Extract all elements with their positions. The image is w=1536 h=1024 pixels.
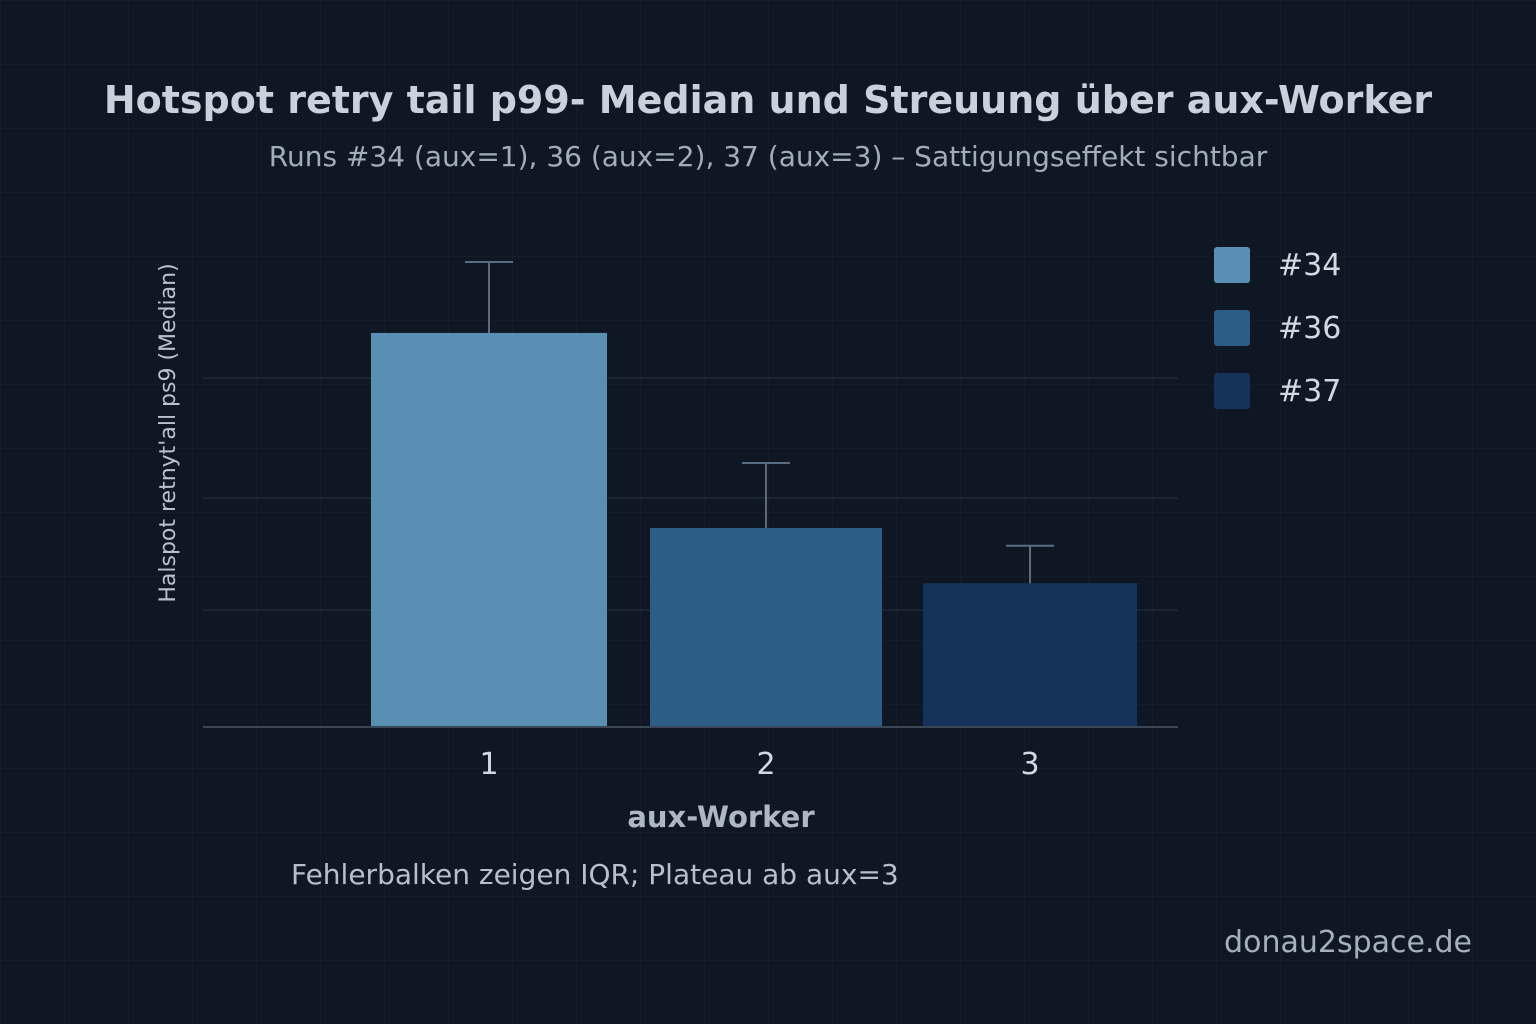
legend-item: #34 [1214,246,1341,284]
bar-aux-2 [650,527,882,727]
legend-swatch [1214,310,1250,346]
chart-footnote: Fehlerbalken zeigen IQR; Plateau ab aux=… [291,858,899,891]
legend-swatch [1214,247,1250,283]
legend-item: #37 [1214,372,1341,410]
bar-aux-3 [923,583,1137,727]
legend-swatch [1214,373,1250,409]
chart-title: Hotspot retry tail p99- Median und Streu… [103,78,1433,122]
site-watermark: donau2space.de [1224,925,1472,960]
x-tick-label-1: 1 [479,747,498,782]
x-tick-label-3: 3 [1020,747,1039,782]
legend-label: #37 [1278,373,1342,409]
legend-item: #36 [1214,309,1341,347]
x-tick-label-2: 2 [756,747,775,782]
chart-legend: #34 #36 #37 [1214,246,1341,435]
x-axis-label: aux-Worker [627,800,815,834]
legend-label: #36 [1278,310,1342,346]
y-axis-label: Halspot retnyt'all ps9 (Median) [156,263,181,602]
legend-label: #34 [1278,247,1342,283]
chart-subtitle: Runs #34 (aux=1), 36 (aux=2), 37 (aux=3)… [268,140,1268,173]
bar-aux-1 [371,332,607,727]
